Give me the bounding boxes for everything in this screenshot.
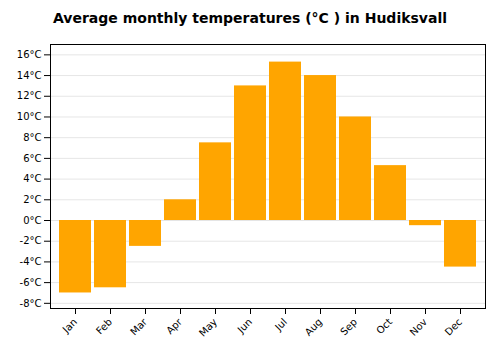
svg-text:Apr: Apr [164,316,185,337]
svg-text:0°C: 0°C [23,215,41,226]
svg-text:Nov: Nov [408,316,430,338]
svg-text:Jan: Jan [60,316,79,335]
svg-text:Sep: Sep [338,316,359,337]
svg-text:Jun: Jun [235,316,255,336]
html-text:Average monthly temperatures (: Average monthly temperatures (°C ) in Hu… [53,10,447,26]
svg-text:Feb: Feb [94,316,114,336]
svg-text:-8°C: -8°C [20,298,42,309]
svg-text:Oct: Oct [374,316,394,336]
svg-text:Dec: Dec [443,316,464,337]
svg-text:-2°C: -2°C [20,235,42,246]
svg-text:4°C: 4°C [23,173,41,184]
svg-text:-6°C: -6°C [20,277,42,288]
svg-text:Aug: Aug [303,316,325,338]
svg-text:-4°C: -4°C [20,256,42,267]
svg-text:16°C: 16°C [17,49,42,60]
svg-text:12°C: 12°C [17,90,42,101]
svg-text:Jul: Jul [272,316,289,333]
svg-text:Mar: Mar [128,316,150,338]
svg-text:6°C: 6°C [23,153,41,164]
svg-text:14°C: 14°C [17,70,42,81]
svg-text:May: May [197,316,219,338]
svg-text:2°C: 2°C [23,194,41,205]
svg-text:10°C: 10°C [17,111,42,122]
svg-text:8°C: 8°C [23,132,41,143]
